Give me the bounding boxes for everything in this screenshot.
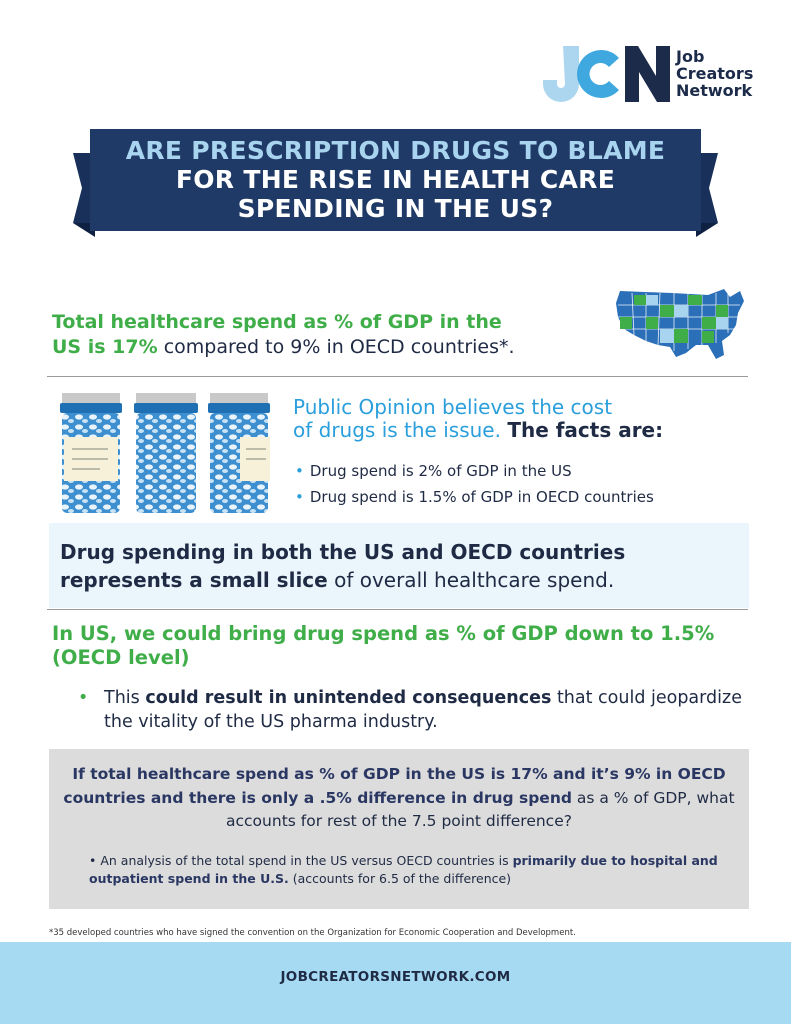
analysis-question-rest: as a % of GDP, what accounts for rest of… xyxy=(226,788,735,831)
facts-list: • Drug spend is 2% of GDP in the US • Drug… xyxy=(295,458,654,510)
fact-text: Drug spend is 1.5% of GDP in OECD countr… xyxy=(309,488,654,506)
consequence-bold: could result in unintended consequences xyxy=(145,688,552,708)
pill-bottles-icon xyxy=(60,393,270,513)
list-item: • Drug spend is 1.5% of GDP in OECD count… xyxy=(295,484,654,510)
list-item: • Drug spend is 2% of GDP in the US xyxy=(295,458,654,484)
consequence-bullet: • This could result in unintended conseq… xyxy=(72,686,752,734)
analysis-bullet-bold: primarily due to hospital and outpatient… xyxy=(89,853,718,886)
bullet-icon: • xyxy=(89,853,101,868)
small-slice-text: Drug spending in both the US and OECD co… xyxy=(60,538,750,594)
bullet-icon: • xyxy=(295,462,304,480)
banner-ribbon-shape xyxy=(73,129,718,237)
footer: JOBCREATORSNETWORK.COM xyxy=(0,942,791,1024)
facts-label: The facts are: xyxy=(507,418,664,442)
small-slice-callout: Drug spending in both the US and OECD co… xyxy=(49,523,749,608)
gdp-stat-rest: compared to 9% in OECD countries*. xyxy=(157,336,515,358)
website-link[interactable]: JOBCREATORSNETWORK.COM xyxy=(280,969,511,985)
analysis-bullet-post: (accounts for 6.5 of the difference) xyxy=(288,871,512,886)
bullet-icon: • xyxy=(78,688,89,708)
small-slice-bold: Drug spending in both the US and OECD co… xyxy=(60,540,626,592)
logo-name-line-1: Job xyxy=(676,47,705,66)
footnote: *35 developed countries who have signed … xyxy=(49,928,576,938)
analysis-box: If total healthcare spend as % of GDP in… xyxy=(49,749,749,909)
gdp-stat: Total healthcare spend as % of GDP in th… xyxy=(52,310,612,360)
analysis-question-bold: If total healthcare spend as % of GDP in… xyxy=(63,765,726,807)
logo-name-line-3: Network xyxy=(676,81,753,100)
divider xyxy=(47,609,748,610)
public-opinion-line-1: Public Opinion believes the cost xyxy=(293,395,613,419)
analysis-bullet: • An analysis of the total spend in the … xyxy=(89,852,739,888)
jcn-logo-mark-icon xyxy=(543,46,670,102)
banner-line-3: SPENDING IN THE US? xyxy=(237,194,554,223)
analysis-bullet-pre: An analysis of the total spend in the US… xyxy=(100,853,513,868)
public-opinion-line-2: of drugs is the issue. xyxy=(293,418,508,442)
bullet-icon: • xyxy=(295,488,304,506)
us-map-icon xyxy=(616,289,744,359)
analysis-question: If total healthcare spend as % of GDP in… xyxy=(55,763,743,834)
consequence-post: that could jeopardize the vitality of th… xyxy=(104,688,742,732)
jcn-logo[interactable]: Job Creators Network xyxy=(543,44,773,104)
banner-line-1: ARE PRESCRIPTION DRUGS TO BLAME xyxy=(125,136,666,165)
fact-text: Drug spend is 2% of GDP in the US xyxy=(309,462,572,480)
banner-title: ARE PRESCRIPTION DRUGS TO BLAME FOR THE … xyxy=(90,136,701,223)
divider xyxy=(47,376,748,377)
public-opinion-heading: Public Opinion believes the cost of drug… xyxy=(293,396,753,442)
logo-name: Job Creators Network xyxy=(676,48,753,99)
title-banner: ARE PRESCRIPTION DRUGS TO BLAME FOR THE … xyxy=(0,125,791,250)
small-slice-rest: of overall healthcare spend. xyxy=(327,568,615,592)
gdp-stat-highlight-1: Total healthcare spend as % of GDP in th… xyxy=(52,311,502,333)
reduce-heading: In US, we could bring drug spend as % of… xyxy=(52,622,715,669)
consequence-pre: This xyxy=(104,688,146,708)
gdp-stat-highlight-2: US is 17% xyxy=(52,336,158,358)
consequence-text: This could result in unintended conseque… xyxy=(72,686,752,734)
banner-line-2: FOR THE RISE IN HEALTH CARE xyxy=(175,165,616,194)
logo-name-line-2: Creators xyxy=(676,64,754,83)
